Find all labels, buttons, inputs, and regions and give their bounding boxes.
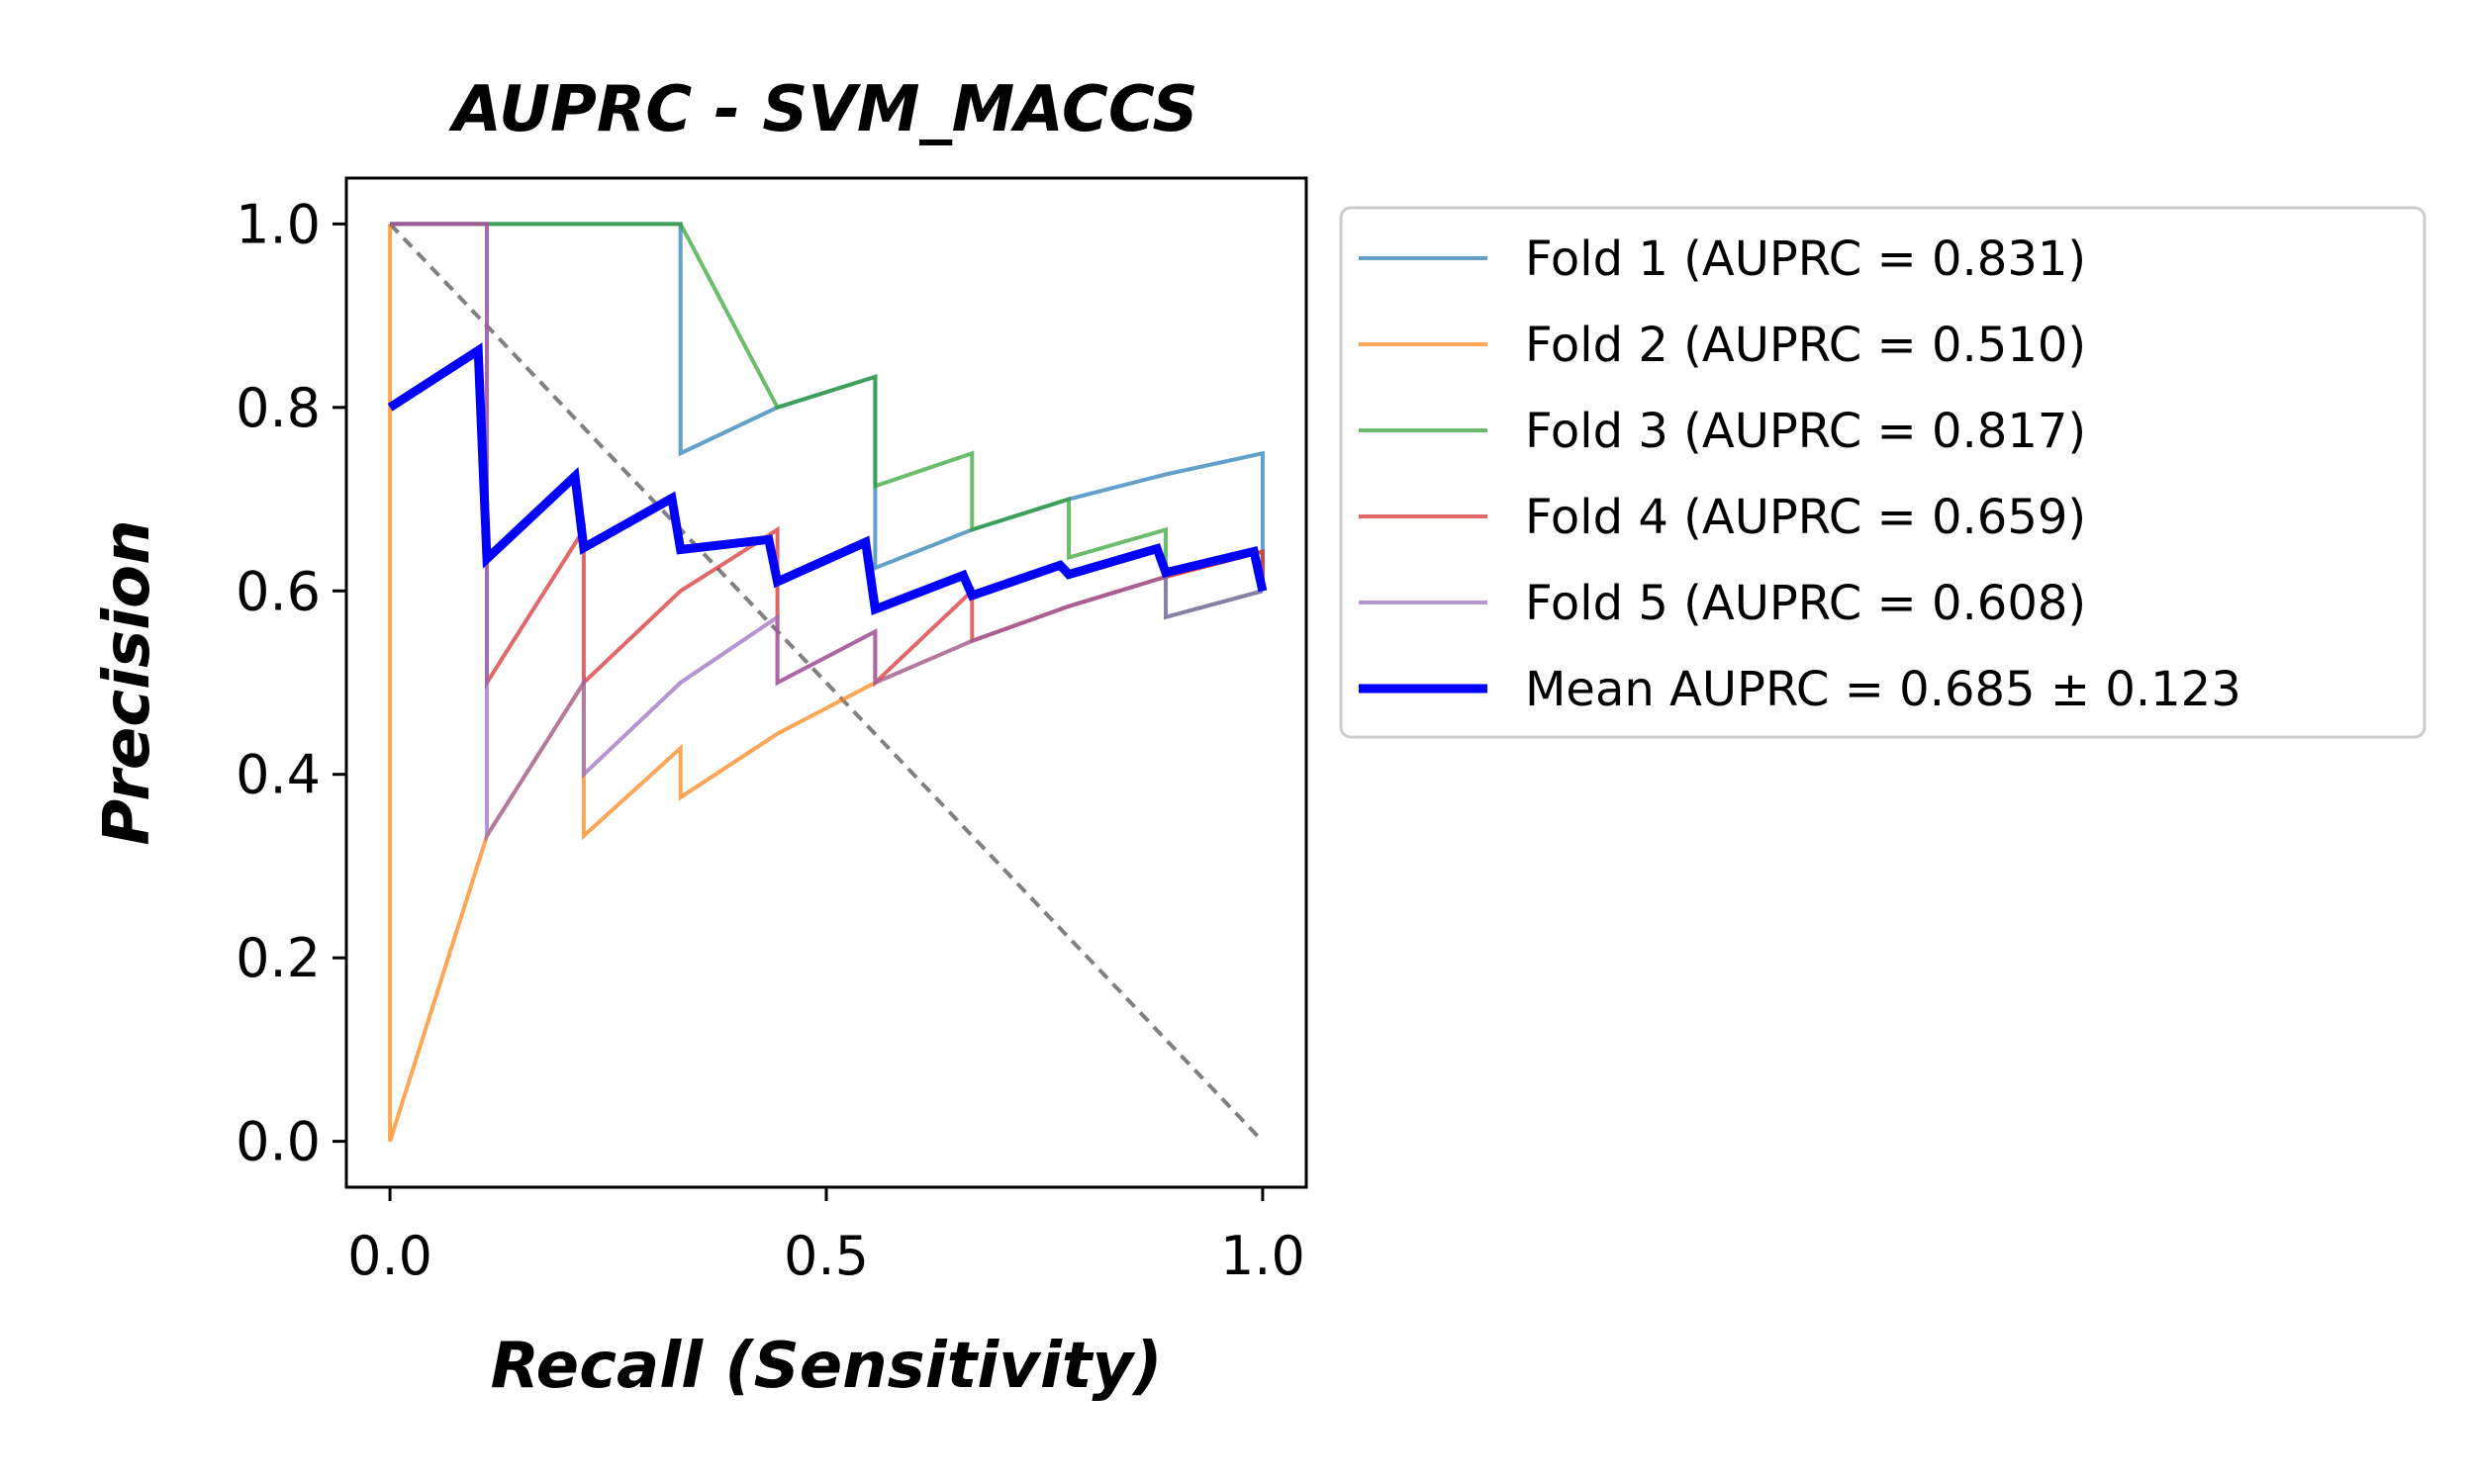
x-tick-label: 0.0 [347, 1225, 432, 1287]
chart-title: AUPRC - SVM_MACCS [447, 73, 1197, 146]
y-axis: 0.0 0.2 0.4 0.6 0.8 1.0 [236, 193, 346, 1173]
series-line-fold-4-auprc-0-659 [390, 222, 1265, 690]
legend-entry-label: Fold 3 (AUPRC = 0.817) [1525, 404, 2086, 459]
legend-entry-label: Mean AUPRC = 0.685 ± 0.123 [1525, 662, 2241, 717]
y-tick-label: 0.2 [236, 927, 321, 989]
plot-area [387, 222, 1268, 1144]
series-line-mean-auprc-0-685-0-123 [387, 342, 1268, 616]
y-tick-label: 0.8 [236, 377, 321, 439]
y-tick-label: 0.4 [236, 744, 321, 806]
legend-entry-label: Fold 1 (AUPRC = 0.831) [1525, 232, 2086, 287]
x-axis: 0.0 0.5 1.0 [347, 1187, 1305, 1287]
legend-entry-label: Fold 2 (AUPRC = 0.510) [1525, 318, 2086, 373]
series-line-fold-3-auprc-0-817 [390, 222, 1264, 620]
legend-entry-label: Fold 5 (AUPRC = 0.608) [1525, 576, 2086, 631]
x-axis-label: Recall (Sensitivity) [491, 1330, 1163, 1403]
legend-box [1339, 206, 2426, 739]
legend: Fold 1 (AUPRC = 0.831) Fold 2 (AUPRC = 0.… [1339, 206, 2426, 739]
x-tick-label: 0.5 [784, 1225, 869, 1287]
y-axis-label: Precision [91, 519, 164, 845]
legend-entry-label: Fold 4 (AUPRC = 0.659) [1525, 490, 2086, 545]
series-line-fold-1-auprc-0-831 [390, 222, 1265, 592]
random-baseline-line [388, 222, 1265, 1144]
y-tick-label: 0.0 [236, 1111, 321, 1173]
x-tick-label: 1.0 [1220, 1225, 1305, 1287]
series-line-fold-5-auprc-0-608 [390, 222, 1264, 843]
y-tick-label: 1.0 [236, 193, 321, 255]
y-tick-label: 0.6 [236, 560, 321, 622]
